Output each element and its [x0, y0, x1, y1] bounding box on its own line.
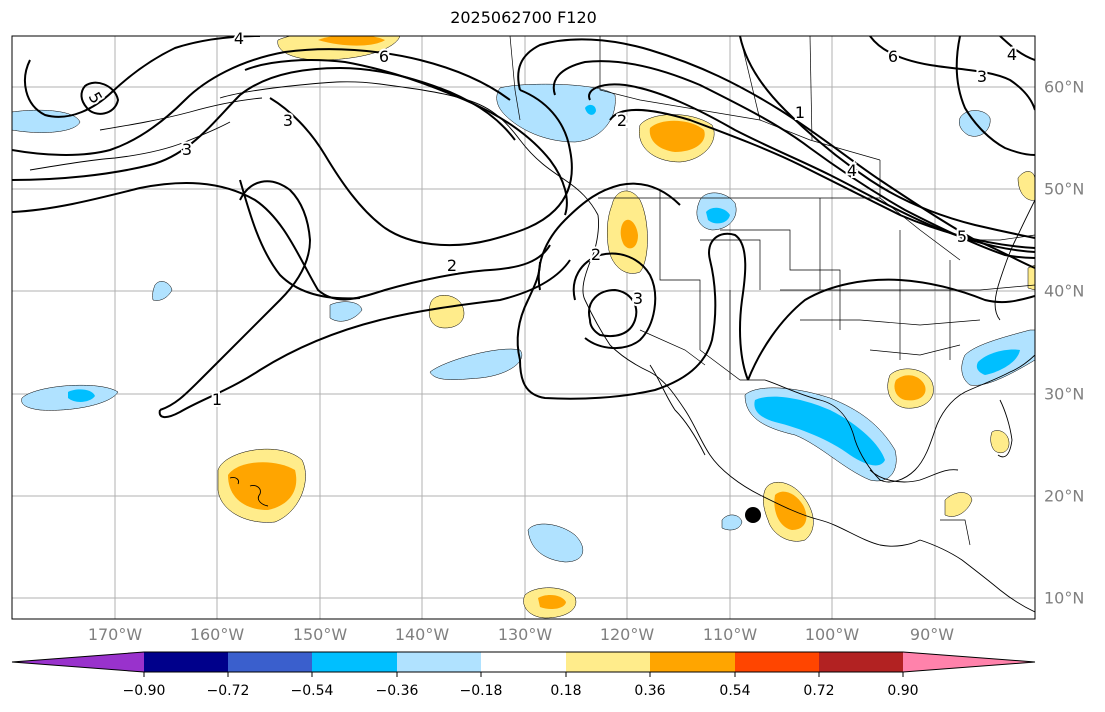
- lon-label: 130°W: [497, 625, 553, 644]
- contour-label: 3: [182, 140, 192, 159]
- lat-label: 50°N: [1044, 179, 1085, 199]
- political-borders: [509, 36, 1035, 546]
- colorbar: [11, 651, 1036, 677]
- colorbar-segment: [735, 652, 820, 672]
- map-title: 2025062700 F120: [450, 8, 597, 27]
- lon-label: 90°W: [909, 625, 955, 644]
- colorbar-tick-label: 0.90: [887, 683, 919, 699]
- colorbar-tick-label: 0.36: [634, 683, 666, 699]
- lat-label: 60°N: [1044, 77, 1085, 97]
- colorbar-extend-high: [903, 652, 1035, 672]
- lat-label: 30°N: [1044, 384, 1085, 404]
- colorbar-tick-label: −0.36: [375, 683, 419, 699]
- contour-label: 4: [234, 29, 244, 48]
- contour-label: 2: [447, 256, 457, 275]
- map-frame: [11, 35, 1036, 620]
- contour-lines: [12, 36, 1035, 418]
- lon-label: 150°W: [292, 625, 348, 644]
- lon-label: 170°W: [87, 625, 143, 644]
- contour-label: 1: [212, 390, 222, 409]
- lon-label: 100°W: [804, 625, 860, 644]
- contour-label: 3: [283, 111, 293, 130]
- negative-anomaly-strong: [68, 104, 1020, 466]
- colorbar-tick-label: −0.90: [122, 683, 166, 699]
- contour-label: 5: [957, 227, 967, 246]
- contour-label: 1: [795, 103, 805, 122]
- positive-anomaly-strong: [228, 36, 926, 610]
- lat-label: 40°N: [1044, 281, 1085, 301]
- colorbar-segment: [566, 652, 651, 672]
- colorbar-tick-label: 0.72: [803, 683, 835, 699]
- colorbar-segment: [650, 652, 735, 672]
- contour-label: 6: [888, 47, 898, 66]
- colorbar-segment: [312, 652, 397, 672]
- lat-label: 20°N: [1044, 486, 1085, 506]
- colorbar-tick-label: 0.18: [550, 683, 582, 699]
- lat-label: 10°N: [1044, 588, 1085, 608]
- contour-label: 4: [847, 161, 857, 180]
- contour-label: 2: [591, 245, 601, 264]
- contour-label: 2: [617, 111, 627, 130]
- lon-label: 110°W: [702, 625, 758, 644]
- contour-label: 3: [633, 289, 643, 308]
- contour-label: 6: [379, 47, 389, 66]
- contour-label: 3: [977, 67, 987, 86]
- colorbar-segment: [228, 652, 313, 672]
- colorbar-tick-label: −0.18: [459, 683, 503, 699]
- colorbar-segment: [481, 652, 566, 672]
- colorbar-tick-label: −0.72: [206, 683, 250, 699]
- lon-label: 140°W: [394, 625, 450, 644]
- storm-marker: [745, 507, 761, 523]
- colorbar-tick-label: −0.54: [290, 683, 334, 699]
- colorbar-tick-label: 0.54: [719, 683, 751, 699]
- lon-label: 120°W: [599, 625, 655, 644]
- contour-label: 4: [1007, 45, 1017, 64]
- colorbar-segment: [397, 652, 482, 672]
- colorbar-segment: [144, 652, 229, 672]
- lon-label: 160°W: [189, 625, 245, 644]
- colorbar-extend-low: [12, 652, 144, 672]
- colorbar-segment: [819, 652, 904, 672]
